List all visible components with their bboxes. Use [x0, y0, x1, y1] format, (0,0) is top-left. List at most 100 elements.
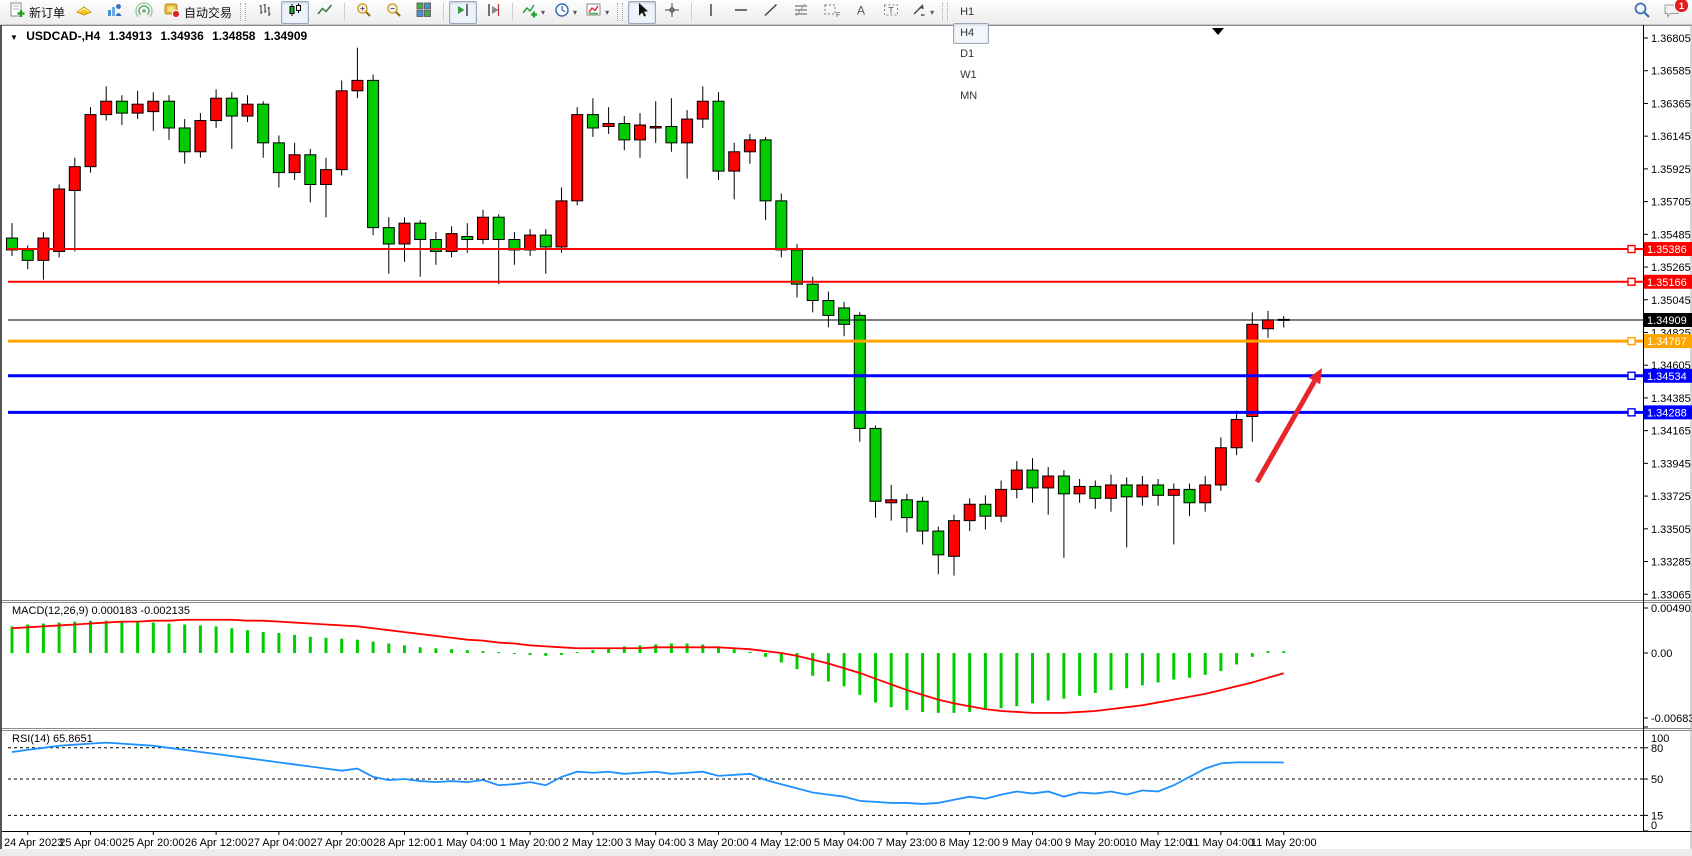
toolbar-separator: [691, 3, 693, 21]
macd-histogram-bar: [528, 653, 532, 655]
price-tick-label: 1.33285: [1651, 557, 1691, 569]
shapes-button[interactable]: ▾: [907, 1, 937, 24]
date-tick-label: 28 Apr 12:00: [373, 837, 435, 849]
zoom-out-button[interactable]: [380, 1, 408, 24]
tab-timeframe-H4[interactable]: H4: [953, 22, 989, 44]
indicators-icon: [521, 1, 539, 24]
fibonacci-button[interactable]: [787, 1, 815, 24]
crosshair-button[interactable]: [658, 1, 686, 24]
tab-timeframe-D1[interactable]: D1: [960, 48, 975, 60]
candle-body: [1073, 485, 1086, 495]
candle-body: [351, 79, 364, 92]
toolbar-separator: [344, 3, 346, 21]
date-tick-label: 3 May 20:00: [688, 837, 749, 849]
svg-text:T: T: [888, 5, 894, 15]
tab-timeframe-MN[interactable]: MN: [960, 90, 978, 102]
horizontal-line-button[interactable]: [727, 1, 755, 24]
price-tick-label: 1.34165: [1651, 426, 1691, 438]
chart-canvas[interactable]: 1.36805 1.36585 1.36365 1.36145 1.35925 1.357…: [0, 25, 1692, 856]
macd-histogram-bar: [779, 653, 783, 663]
candle-body: [948, 520, 960, 557]
chart-dropdown-icon[interactable]: ▼: [10, 33, 18, 42]
macd-histogram-bar: [89, 620, 92, 653]
macd-histogram-bar: [952, 653, 956, 713]
candle-body: [1167, 488, 1180, 496]
candle-body: [885, 499, 898, 504]
bar-chart-button[interactable]: [251, 1, 279, 24]
chart-shift-button[interactable]: [479, 1, 507, 24]
svg-text:A: A: [857, 3, 865, 17]
date-tick-label: 27 Apr 20:00: [311, 837, 373, 849]
macd-histogram-bar: [324, 637, 328, 653]
price-tick-label: 1.34385: [1651, 393, 1691, 405]
price-label-text: 1.34288: [1647, 407, 1687, 419]
macd-histogram-bar: [340, 638, 344, 653]
candlestick-chart-button[interactable]: [281, 0, 310, 24]
chevron-down-icon: ▾: [605, 7, 610, 17]
macd-histogram-bar: [136, 621, 140, 653]
periods-button[interactable]: ▾: [550, 1, 580, 24]
macd-histogram-bar: [465, 650, 469, 653]
macd-histogram-bar: [795, 653, 799, 670]
toolbar-separator: [512, 3, 514, 21]
market-watch-button[interactable]: [100, 1, 128, 24]
cursor-button[interactable]: [628, 0, 657, 24]
chart-window[interactable]: 1.36805 1.36585 1.36365 1.36145 1.35925 1.357…: [0, 25, 1692, 856]
macd-histogram-bar: [701, 644, 705, 653]
price-tick-label: 1.36365: [1651, 98, 1691, 110]
signals-button[interactable]: [130, 1, 158, 24]
candle-body: [21, 249, 34, 261]
candle-body: [1152, 484, 1165, 496]
chart-shift-marker: [1212, 28, 1224, 35]
candle-body: [571, 114, 584, 202]
macd-histogram-bar: [999, 653, 1003, 709]
macd-histogram-bar: [921, 653, 925, 712]
text-label-icon: T: [882, 1, 900, 24]
candle-body: [932, 530, 945, 556]
text-label-button[interactable]: T: [877, 1, 905, 24]
candlestick-chart-icon: [286, 1, 304, 24]
price-line-handle: [1627, 371, 1636, 380]
macd-histogram-bar: [10, 626, 14, 653]
indicators-button[interactable]: ▾: [518, 1, 548, 24]
ohlc-low: 1.34858: [212, 29, 256, 43]
macd-tick-label: 0.00: [1651, 648, 1672, 660]
main-toolbar: 新订单: [0, 0, 1692, 102]
notifications-button[interactable]: 1: [1658, 0, 1689, 24]
text-button[interactable]: A: [847, 1, 875, 24]
autotrading-button[interactable]: 自动交易: [160, 1, 235, 24]
new-order-button[interactable]: 新订单: [5, 1, 68, 24]
signals-icon: [135, 1, 153, 24]
macd-histogram-bar: [591, 650, 595, 653]
candle-body: [681, 118, 694, 144]
date-tick-label: 7 May 23:00: [877, 837, 938, 849]
tab-timeframe-H1[interactable]: H1: [960, 6, 975, 18]
templates-button[interactable]: ▾: [582, 1, 612, 24]
metaeditor-button[interactable]: [70, 1, 98, 24]
zoom-in-button[interactable]: [350, 1, 378, 24]
search-button[interactable]: [1628, 1, 1656, 24]
tile-windows-button[interactable]: [410, 1, 438, 24]
trendline-icon: [762, 1, 780, 24]
channels-button[interactable]: F: [817, 1, 845, 24]
candle-body: [445, 233, 458, 252]
tab-timeframe-W1[interactable]: W1: [960, 69, 977, 81]
candle-body: [634, 124, 646, 141]
vertical-line-button[interactable]: [697, 1, 725, 24]
rsi-line: [11, 741, 1284, 805]
macd-histogram-bar: [308, 636, 312, 653]
macd-histogram-bar: [1125, 653, 1129, 689]
line-chart-button[interactable]: [311, 1, 339, 24]
macd-tick-label: -0.006838: [1651, 713, 1692, 725]
macd-histogram-bar: [1093, 653, 1097, 693]
candle-body: [524, 234, 537, 251]
price-line-handle: [1627, 336, 1636, 346]
trendline-button[interactable]: [757, 1, 785, 24]
auto-scroll-button[interactable]: [449, 0, 478, 24]
trend-arrow-head: [1308, 368, 1322, 385]
zoom-out-icon: [385, 1, 403, 24]
candle-body: [900, 499, 913, 519]
candle-body: [665, 125, 678, 144]
macd-histogram-bar: [732, 649, 736, 653]
candle-body: [743, 139, 756, 153]
